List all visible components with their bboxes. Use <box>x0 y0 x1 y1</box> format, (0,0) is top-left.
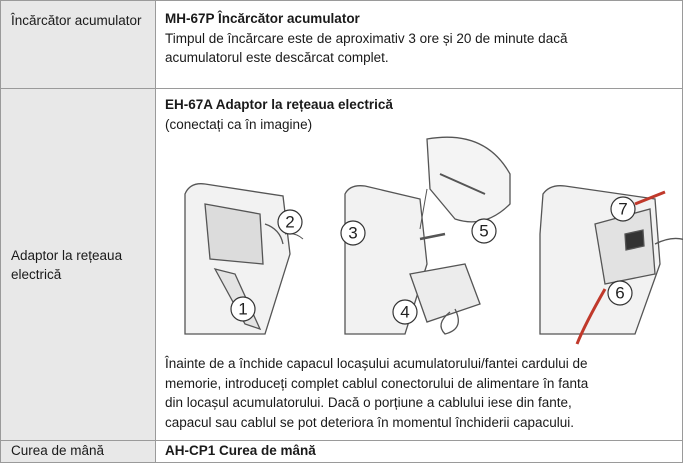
illustration: 1 2 3 4 5 6 7 <box>184 136 683 345</box>
table-row: Încărcător acumulator MH-67P Încărcător … <box>0 0 683 89</box>
row-label: Curea de mână <box>0 440 156 463</box>
callout: 1 <box>238 300 247 319</box>
callout: 4 <box>400 303 409 322</box>
table-row: Curea de mână AH-CP1 Curea de mână <box>0 440 683 463</box>
callout: 2 <box>285 213 294 232</box>
row-label: Adaptor la rețeaua electrică <box>0 88 156 441</box>
callout: 3 <box>348 224 357 243</box>
text-line: memorie, introduceți complet cablul cone… <box>165 375 589 391</box>
row-content: EH-67A Adaptor la rețeaua electrică (con… <box>155 88 683 441</box>
row-label: Încărcător acumulator <box>0 0 156 89</box>
callouts <box>230 196 636 325</box>
panel-2 <box>344 136 511 335</box>
text-line: din locașul acumulatorului. Dacă o porți… <box>165 395 572 410</box>
row-title: EH-67A Adaptor la rețeaua electrică <box>165 97 393 112</box>
text-line: capacul sau cablul se pot deteriora în m… <box>165 414 574 430</box>
callout: 6 <box>615 284 624 303</box>
table-row: Adaptor la rețeaua electrică EH-67A Adap… <box>0 88 683 441</box>
row-title: AH-CP1 Curea de mână <box>155 440 683 463</box>
text-line: acumulatorul este descărcat complet. <box>165 50 389 65</box>
callout: 5 <box>479 222 488 241</box>
row-content: MH-67P Încărcător acumulator Timpul de î… <box>155 0 683 89</box>
text-line: Înainte de a închide capacul locașului a… <box>165 356 588 371</box>
row-subtitle: (conectați ca în imagine) <box>165 116 313 132</box>
callout: 7 <box>618 200 627 219</box>
text-line: Timpul de încărcare este de aproximativ … <box>165 30 568 46</box>
row-title: MH-67P Încărcător acumulator <box>165 11 360 26</box>
